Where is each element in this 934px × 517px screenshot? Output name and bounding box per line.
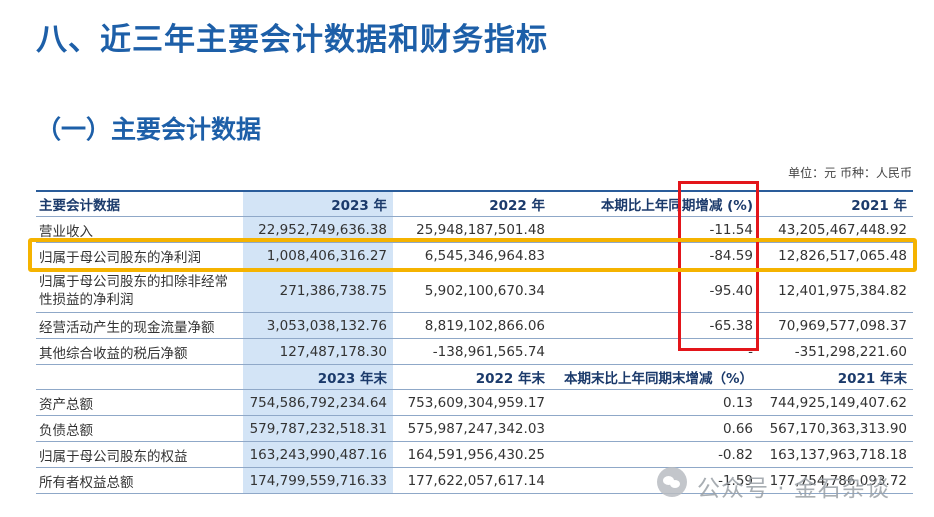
change-column-annotation	[678, 181, 759, 351]
header-cell: 2023 年末	[243, 364, 393, 390]
value-cell: 744,925,149,407.62	[759, 389, 913, 416]
value-cell: 567,170,363,313.90	[759, 415, 913, 442]
value-cell: 754,586,792,234.64	[243, 389, 393, 416]
header-cell: 本期末比上年同期末增减（%）	[551, 364, 759, 390]
row-label-cell: 所有者权益总额	[36, 467, 243, 494]
value-cell: -0.82	[551, 441, 759, 468]
table-row: 经营活动产生的现金流量净额 3,053,038,132.76 8,819,102,8…	[36, 312, 913, 339]
net-profit-row-annotation	[28, 238, 917, 272]
header-cell: 2022 年	[393, 190, 551, 217]
value-cell: -95.40	[551, 268, 759, 313]
header-cell: 2022 年末	[393, 364, 551, 390]
value-cell: 579,787,232,518.31	[243, 415, 393, 442]
value-cell: -1.59	[551, 467, 759, 494]
value-cell: 12,401,975,384.82	[759, 268, 913, 313]
value-cell: 12,826,517,065.48	[759, 242, 913, 269]
row-label-cell: 经营活动产生的现金流量净额	[36, 312, 243, 339]
value-cell: -65.38	[551, 312, 759, 339]
value-cell: 575,987,247,342.03	[393, 415, 551, 442]
table-row: 其他综合收益的税后净额 127,487,178.30 -138,961,565.74…	[36, 338, 913, 365]
accounting-data-table: 主要会计数据 2023 年 2022 年本期比上年同期增减 (%) 2021 年营业收…	[36, 190, 913, 494]
watermark: 公众号 · 金石杂谈	[657, 462, 917, 502]
row-label-cell: 负债总额	[36, 415, 243, 442]
wechat-icon	[657, 467, 687, 497]
value-cell: 163,243,990,487.16	[243, 441, 393, 468]
value-cell: 0.66	[551, 415, 759, 442]
table-row: 所有者权益总额 174,799,559,716.33 177,622,057,617…	[36, 467, 913, 494]
value-cell: 3,053,038,132.76	[243, 312, 393, 339]
header-cell: 2021 年末	[759, 364, 913, 390]
value-cell: 8,819,102,866.06	[393, 312, 551, 339]
value-cell: 177,622,057,617.14	[393, 467, 551, 494]
value-cell: -84.59	[551, 242, 759, 269]
table-row: 资产总额 754,586,792,234.64 753,609,304,959.17…	[36, 389, 913, 416]
row-label-cell: 归属于母公司股东的权益	[36, 441, 243, 468]
value-cell: 70,969,577,098.37	[759, 312, 913, 339]
header-cell: 2023 年	[243, 190, 393, 217]
table-header-row: 2023 年末 2022 年末 本期末比上年同期末增减（%） 2021 年末	[36, 364, 913, 390]
unit-note: 单位：元 币种：人民币	[788, 166, 912, 180]
row-label-cell: 其他综合收益的税后净额	[36, 338, 243, 365]
table-row: 负债总额 579,787,232,518.31 575,987,247,342.03…	[36, 415, 913, 442]
value-cell: 271,386,738.75	[243, 268, 393, 313]
value-cell: 1,008,406,316.27	[243, 242, 393, 269]
header-cell: 2021 年	[759, 190, 913, 217]
table-row: 归属于母公司股东的扣除非经常性损益的净利润 271,386,738.75 5,902…	[36, 268, 913, 313]
row-label-cell: 归属于母公司股东的扣除非经常性损益的净利润	[36, 268, 243, 313]
value-cell: 163,137,963,718.18	[759, 441, 913, 468]
value-cell: 5,902,100,670.34	[393, 268, 551, 313]
header-label-cell: 主要会计数据	[36, 190, 243, 217]
value-cell: 177,754,786,093.72	[759, 467, 913, 494]
value-cell: 127,487,178.30	[243, 338, 393, 365]
value-cell: 164,591,956,430.25	[393, 441, 551, 468]
table-row: 归属于母公司股东的权益 163,243,990,487.16 164,591,956…	[36, 441, 913, 468]
value-cell: -351,298,221.60	[759, 338, 913, 365]
value-cell: -138,961,565.74	[393, 338, 551, 365]
watermark-text: 公众号 · 金石杂谈	[697, 476, 890, 502]
page-heading: 八、近三年主要会计数据和财务指标	[36, 22, 548, 58]
section-heading: （一）主要会计数据	[36, 115, 262, 144]
header-cell: 本期比上年同期增减 (%)	[551, 190, 759, 217]
table-row: 归属于母公司股东的净利润 1,008,406,316.27 6,545,346,96…	[36, 242, 913, 269]
row-label-cell: 资产总额	[36, 389, 243, 416]
header-label-cell	[36, 364, 243, 390]
table-header-row: 主要会计数据 2023 年 2022 年本期比上年同期增减 (%) 2021 年	[36, 190, 913, 217]
value-cell: 0.13	[551, 389, 759, 416]
value-cell: 174,799,559,716.33	[243, 467, 393, 494]
value-cell: -	[551, 338, 759, 365]
value-cell: 753,609,304,959.17	[393, 389, 551, 416]
